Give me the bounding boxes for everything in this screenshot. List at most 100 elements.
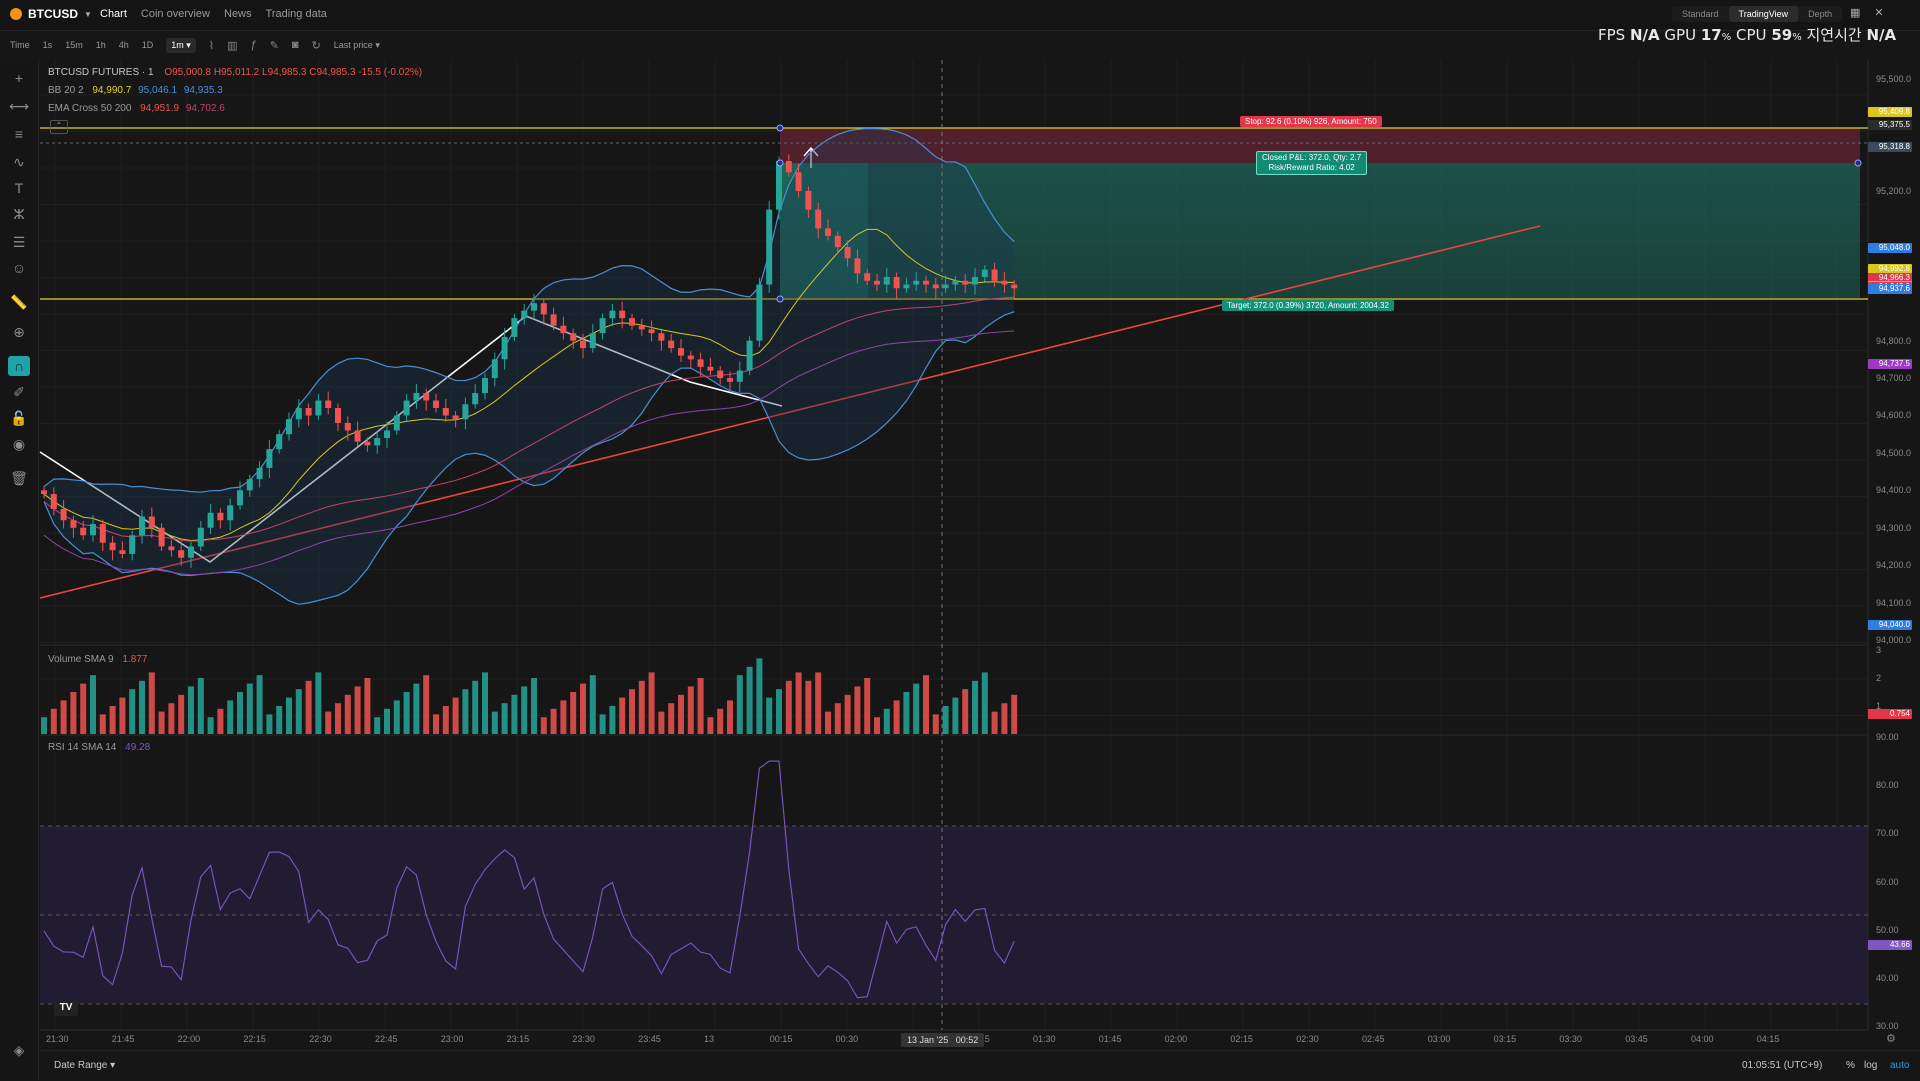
volume-bar (697, 678, 704, 734)
candle-body (531, 303, 537, 311)
ruler-icon[interactable]: 📏 (10, 294, 28, 310)
volume-bar (237, 692, 243, 734)
position-handle[interactable] (776, 159, 784, 167)
time-tick-label: 04:00 (1691, 1034, 1714, 1044)
candle-body (246, 479, 253, 491)
zoom-icon[interactable]: ⊕ (13, 324, 25, 340)
time-tick-label: 22:00 (177, 1034, 201, 1044)
interval-1m[interactable]: 1m ▾ (166, 37, 196, 53)
volume-bar (727, 700, 733, 734)
function-icon[interactable]: ƒ (250, 39, 257, 51)
percent-toggle[interactable]: % (1846, 1060, 1855, 1071)
pnl-label[interactable]: Closed P&L: 372.0, Qty: 2.7 Risk/Reward … (1256, 151, 1368, 175)
collapse-legend-button[interactable]: ⌃ (50, 120, 68, 134)
volume-bar (295, 689, 302, 734)
tab-trading-data[interactable]: Trading data (265, 8, 327, 20)
view-depth[interactable]: Depth (1808, 9, 1833, 19)
bb-legend[interactable]: BB 20 2 94,990.7 95,046.1 94,935.3 (48, 85, 223, 96)
stop-label[interactable]: Stop: 92.6 (0.10%) 926, Amount: 750 (1240, 116, 1382, 127)
horizontal-line-icon[interactable]: ⟷ (8, 98, 30, 114)
log-toggle[interactable]: log (1864, 1060, 1878, 1071)
price-mode-selector[interactable]: Last price ▾ (333, 39, 380, 50)
bottom-bar: Date Range ▾ 01:05:51 (UTC+9) % log auto (40, 1050, 1920, 1081)
magnet-icon[interactable]: ∩ (8, 356, 30, 376)
candle-body (972, 277, 978, 285)
volume-bar (60, 700, 67, 734)
lock-icon[interactable]: 🔓 (10, 410, 28, 426)
layers-icon[interactable]: ◈ (13, 1042, 25, 1058)
candlesticks (41, 154, 1018, 568)
candle-body (795, 172, 802, 191)
price-badge: 95,409.8 (1868, 107, 1912, 118)
candle-body (197, 527, 204, 547)
pencil-icon[interactable]: ✎ (269, 39, 279, 52)
target-zone[interactable] (780, 163, 1860, 298)
trend-tools-icon[interactable]: ∿ (13, 154, 25, 170)
view-standard[interactable]: Standard (1682, 9, 1719, 19)
volume-bar (648, 672, 655, 734)
auto-toggle[interactable]: auto (1890, 1060, 1910, 1071)
interval-1h[interactable]: 1h (95, 40, 106, 50)
close-icon[interactable]: ✕ (1874, 7, 1884, 19)
camera-icon[interactable]: ◙ (291, 39, 299, 51)
tab-news[interactable]: News (224, 8, 252, 20)
symbol-selector[interactable]: BTCUSD ▼ (10, 7, 92, 21)
volume-bar (619, 697, 626, 734)
indicators-icon[interactable]: ⌇ (208, 39, 215, 52)
candle-type-icon[interactable]: ▥ (227, 39, 238, 52)
candle-body (776, 161, 782, 210)
candle-body (158, 527, 165, 547)
volume-bar (482, 672, 488, 734)
settings-icon[interactable]: ⚙ (1886, 1033, 1896, 1045)
crosshair-icon[interactable]: + (14, 70, 24, 86)
latency-label: 지연시간 (1806, 26, 1862, 44)
interval-4h[interactable]: 4h (118, 40, 129, 50)
eye-icon[interactable]: ◉ (12, 436, 26, 452)
volume-bar (923, 675, 929, 734)
volume-bar (707, 717, 714, 734)
interval-1s[interactable]: 1s (42, 40, 53, 50)
interval-15m[interactable]: 15m (65, 40, 83, 50)
ema-200-line (43, 296, 1015, 542)
candle-body (560, 325, 567, 334)
grid-icon[interactable]: ▦ (1850, 7, 1861, 19)
position-handle[interactable] (1854, 159, 1862, 167)
lines-icon[interactable]: ≡ (14, 126, 24, 142)
text-icon[interactable]: T (14, 180, 24, 196)
candle-body (678, 348, 684, 356)
top-tabs: Chart Coin overview News Trading data (100, 8, 327, 20)
view-tradingview[interactable]: TradingView (1728, 6, 1799, 22)
volume-bar (1001, 703, 1008, 734)
candle-body (825, 228, 831, 236)
volume-bar (207, 717, 214, 734)
lock-drawing-icon[interactable]: ✐ (13, 384, 25, 400)
candle-body (746, 340, 753, 371)
candle-body (991, 269, 998, 281)
rsi-legend[interactable]: RSI 14 SMA 14 49.28 (48, 742, 150, 753)
candle-body (393, 415, 400, 431)
target-label[interactable]: Target: 372.0 (0.39%) 3720, Amount: 2004… (1222, 300, 1394, 311)
trash-icon[interactable]: 🗑 (10, 470, 28, 486)
candle-body (913, 280, 920, 285)
time-label: Time (10, 40, 30, 50)
refresh-icon[interactable]: ↻ (311, 39, 321, 52)
pattern-icon[interactable]: ⵣ (13, 206, 25, 222)
position-handle[interactable] (776, 295, 784, 303)
date-range-selector[interactable]: Date Range ▾ (54, 1060, 116, 1071)
volume-legend[interactable]: Volume SMA 9 1.877 (48, 654, 147, 665)
candle-body (785, 161, 792, 173)
interval-1d[interactable]: 1D (141, 40, 154, 50)
ema-legend[interactable]: EMA Cross 50 200 94,951.9 94,702.6 (48, 103, 225, 114)
tab-coin-overview[interactable]: Coin overview (140, 8, 210, 20)
candle-body (442, 408, 449, 416)
tab-chart[interactable]: Chart (100, 8, 127, 20)
volume-bar (119, 697, 126, 734)
position-handle[interactable] (776, 124, 784, 132)
candle-body (305, 408, 312, 416)
emoji-icon[interactable]: ☺ (11, 260, 27, 276)
trend-line[interactable] (39, 225, 1541, 599)
volume-bar (815, 672, 822, 734)
candle-body (864, 273, 871, 281)
forecast-icon[interactable]: ☰ (12, 234, 26, 250)
